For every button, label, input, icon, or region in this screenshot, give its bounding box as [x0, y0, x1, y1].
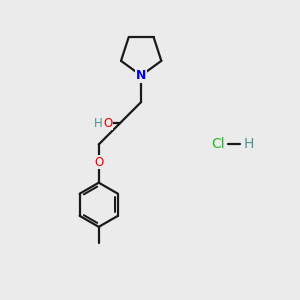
Text: O: O — [94, 156, 104, 169]
Text: N: N — [136, 69, 146, 82]
Text: H: H — [244, 137, 254, 151]
Text: Cl: Cl — [211, 137, 224, 151]
Text: H: H — [94, 117, 103, 130]
Text: O: O — [103, 117, 113, 130]
